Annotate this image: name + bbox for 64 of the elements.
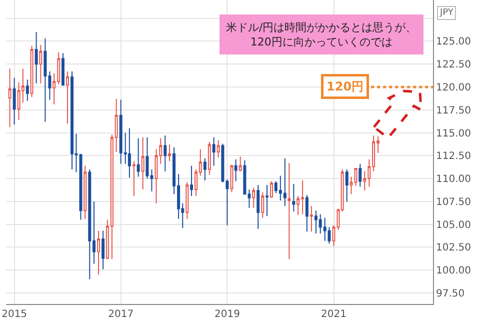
ref-line-label: 120円 [326, 80, 364, 94]
candlestick [323, 217, 326, 242]
candlestick [128, 128, 131, 178]
candlestick [190, 165, 194, 196]
x-tick-label: 2015 [2, 309, 28, 320]
candlestick [238, 156, 242, 172]
candlestick [136, 138, 140, 178]
annotation: 米ドル/円は時間がかかるとは思うが、 120円に向かっていくのでは [226, 21, 417, 48]
candlestick [186, 182, 189, 220]
candlestick [350, 176, 353, 195]
candlestick [61, 52, 64, 86]
candlestick [44, 38, 47, 122]
y-tick-label: 105.00 [436, 220, 471, 231]
candlestick [141, 136, 144, 190]
candlestick [26, 79, 29, 102]
candlestick [283, 158, 286, 207]
candlestick [84, 165, 87, 220]
candlestick [70, 70, 74, 170]
candlestick [97, 230, 100, 276]
y-tick-label: 120.00 [436, 82, 471, 94]
y-tick-label: 117.50 [436, 105, 471, 116]
y-tick-label: 125.00 [436, 36, 471, 48]
candlestick [79, 153, 82, 220]
candlestick [261, 192, 264, 218]
candlestick [39, 44, 42, 84]
candlestick [34, 32, 38, 84]
candlestick [234, 158, 238, 182]
candlestick [168, 144, 172, 162]
y-tick-label: 107.50 [436, 196, 471, 208]
candlestick [230, 164, 234, 193]
y-tick-label: 102.50 [436, 242, 471, 254]
candlestick [288, 162, 291, 260]
y-tick-label: 122.50 [436, 60, 471, 71]
y-tick-label: 100.00 [436, 266, 471, 277]
y-tick-label: 112.50 [436, 151, 471, 162]
candlestick [208, 141, 211, 176]
candlestick [8, 68, 12, 128]
candlestick [354, 168, 358, 186]
candlestick [358, 163, 362, 188]
candlestick [66, 70, 69, 124]
candlestick [203, 158, 206, 181]
candlestick [88, 168, 92, 280]
x-tick-label: 2017 [108, 309, 134, 320]
candlestick [164, 135, 167, 172]
candlestick [216, 140, 220, 158]
y-tick-label: 97.50 [436, 288, 465, 300]
candlestick [132, 160, 136, 196]
candlestick [310, 206, 313, 232]
x-tick-label: 2019 [214, 309, 240, 320]
candlestick [266, 184, 269, 217]
candlestick [305, 194, 308, 232]
candlestick [345, 168, 348, 202]
candlestick [212, 136, 216, 166]
candlestick [292, 184, 296, 212]
x-tick-label: 2021 [321, 309, 346, 320]
y-tick-label: 115.00 [436, 128, 471, 140]
y-axis-title: JPY [439, 8, 454, 18]
candlestick [256, 184, 260, 230]
candlestick [270, 180, 274, 198]
candlestick [12, 77, 16, 126]
y-tick-label: 110.00 [436, 174, 471, 186]
candlestick [102, 230, 105, 270]
candlestick [252, 187, 256, 208]
candlestick [30, 45, 34, 98]
